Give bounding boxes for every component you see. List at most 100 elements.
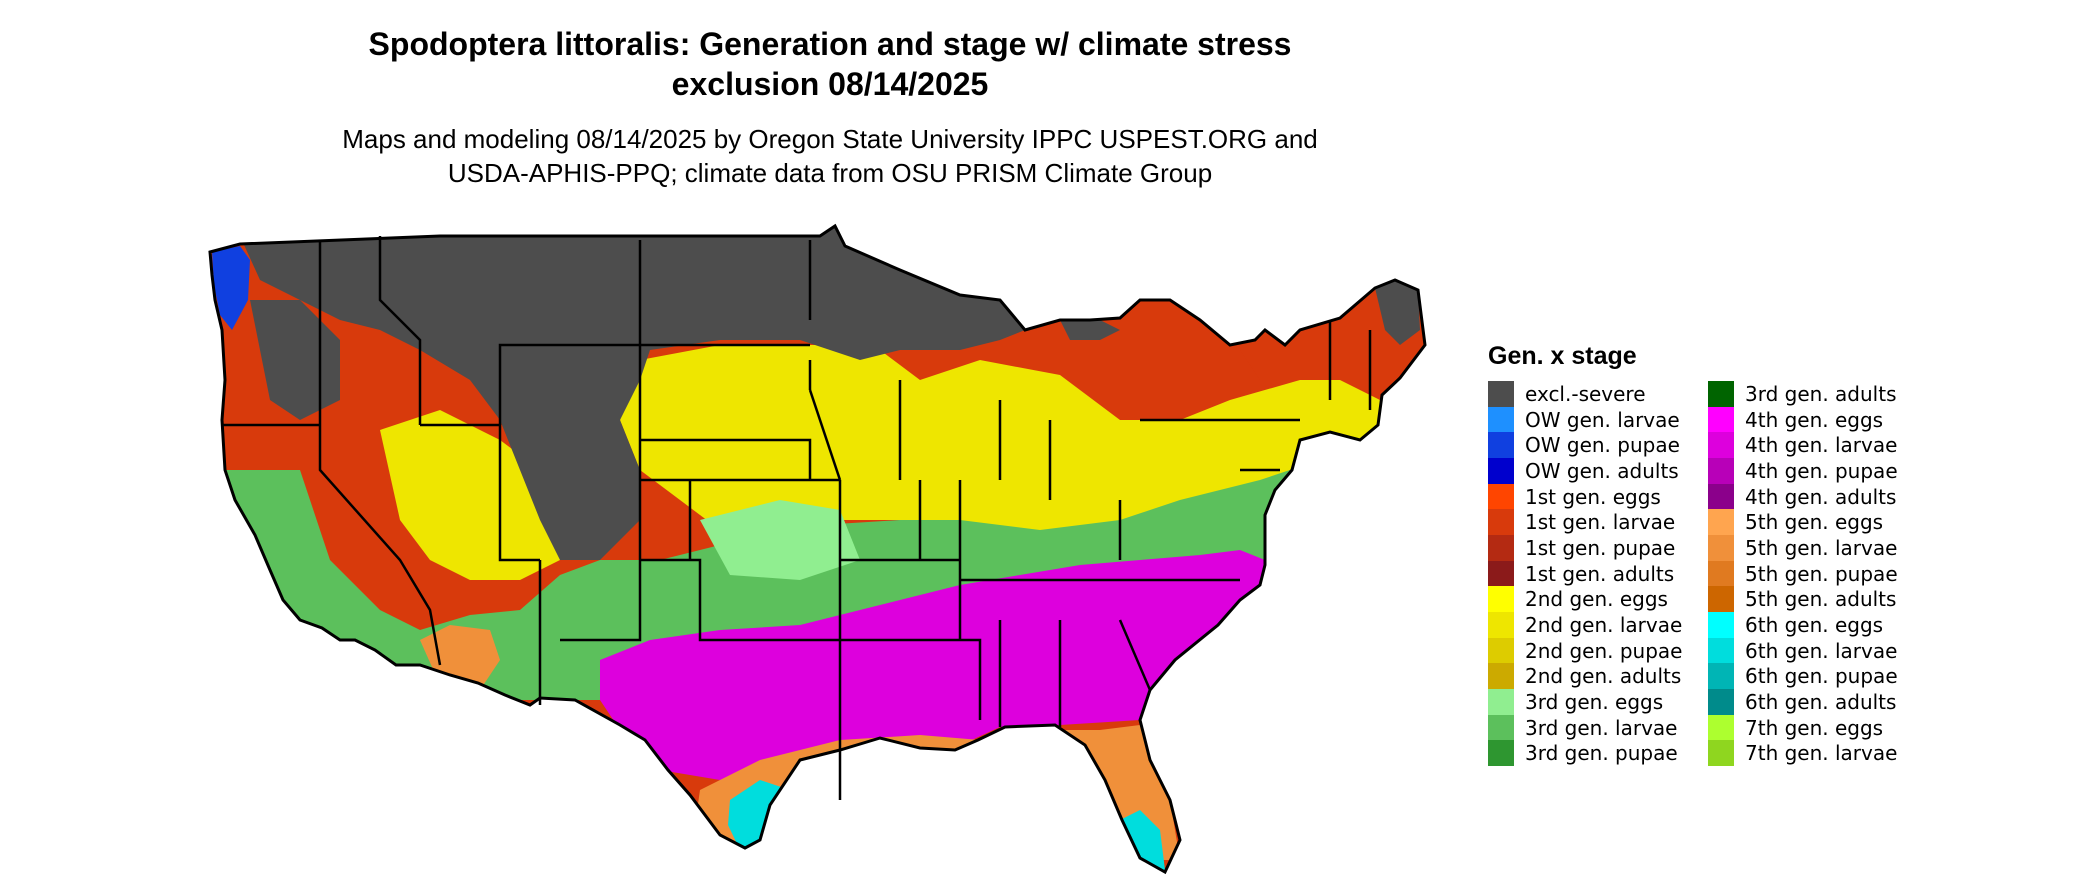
legend-label: 5th gen. pupae <box>1745 561 1898 586</box>
legend-swatch <box>1708 560 1734 587</box>
legend-label: 3rd gen. larvae <box>1525 715 1678 740</box>
legend-swatch <box>1708 406 1734 433</box>
legend-label: 3rd gen. pupae <box>1525 741 1678 766</box>
legend-item: 4th gen. larvae <box>1708 432 1928 459</box>
legend-swatch <box>1488 483 1514 510</box>
legend-item: OW gen. adults <box>1488 457 1708 484</box>
legend-label: 5th gen. eggs <box>1745 510 1884 535</box>
legend-label: 1st gen. pupae <box>1525 535 1676 560</box>
legend-entries: excl.-severe OW gen. larvae OW gen. pupae O… <box>1488 380 1928 767</box>
legend-item: 4th gen. eggs <box>1708 406 1928 433</box>
map-subtitle: Maps and modeling 08/14/2025 by Oregon S… <box>280 122 1380 190</box>
legend-swatch <box>1708 432 1734 459</box>
legend-swatch <box>1708 612 1734 639</box>
subtitle-line-1: Maps and modeling 08/14/2025 by Oregon S… <box>342 124 1318 154</box>
legend-item: 7th gen. larvae <box>1708 740 1928 767</box>
legend-item: 5th gen. pupae <box>1708 560 1928 587</box>
legend-item: 1st gen. adults <box>1488 560 1708 587</box>
legend-item: 6th gen. pupae <box>1708 663 1928 690</box>
legend-swatch <box>1488 714 1514 741</box>
legend-item: 3rd gen. eggs <box>1488 689 1708 716</box>
generation-zones <box>210 226 1425 872</box>
us-outline <box>208 223 1427 875</box>
legend-label: 1st gen. larvae <box>1525 510 1676 535</box>
legend-swatch <box>1488 740 1514 767</box>
us-phenology-map <box>208 223 1427 875</box>
legend-label: 2nd gen. larvae <box>1525 613 1683 638</box>
legend-item: 1st gen. pupae <box>1488 534 1708 561</box>
legend-swatch <box>1488 432 1514 459</box>
legend-label: OW gen. adults <box>1525 458 1679 483</box>
legend-item: 4th gen. adults <box>1708 483 1928 510</box>
legend-label: OW gen. pupae <box>1525 433 1680 458</box>
title-line-2: exclusion 08/14/2025 <box>671 66 989 102</box>
state-boundaries <box>222 236 1372 800</box>
legend-item: 3rd gen. pupae <box>1488 740 1708 767</box>
legend-label: 6th gen. adults <box>1745 690 1897 715</box>
legend-item: 3rd gen. adults <box>1708 380 1928 407</box>
legend-item: 4th gen. pupae <box>1708 457 1928 484</box>
legend-swatch <box>1708 380 1734 407</box>
legend-swatch <box>1488 406 1514 433</box>
legend-label: 6th gen. eggs <box>1745 613 1884 638</box>
legend-swatch <box>1488 612 1514 639</box>
legend-label: 2nd gen. adults <box>1525 664 1682 689</box>
legend-label: 4th gen. adults <box>1745 484 1897 509</box>
legend-item: OW gen. pupae <box>1488 432 1708 459</box>
map-legend: Gen. x stage excl.-severe OW gen. larvae O… <box>1488 342 1928 767</box>
legend-swatch <box>1488 637 1514 664</box>
legend-swatch <box>1488 380 1514 407</box>
legend-swatch <box>1488 586 1514 613</box>
legend-label: 6th gen. larvae <box>1745 638 1898 663</box>
legend-swatch <box>1708 483 1734 510</box>
legend-swatch <box>1708 637 1734 664</box>
legend-label: 3rd gen. eggs <box>1525 690 1664 715</box>
legend-swatch <box>1708 663 1734 690</box>
legend-label: 4th gen. pupae <box>1745 458 1898 483</box>
legend-label: excl.-severe <box>1525 381 1646 406</box>
legend-item: 3rd gen. larvae <box>1488 714 1708 741</box>
legend-label: 2nd gen. pupae <box>1525 638 1683 663</box>
legend-item: 1st gen. larvae <box>1488 509 1708 536</box>
title-line-1: Spodoptera littoralis: Generation and st… <box>368 26 1292 62</box>
legend-item: 2nd gen. larvae <box>1488 612 1708 639</box>
legend-label: 4th gen. larvae <box>1745 433 1898 458</box>
legend-item: 6th gen. larvae <box>1708 637 1928 664</box>
legend-item: excl.-severe <box>1488 380 1708 407</box>
legend-label: 5th gen. adults <box>1745 587 1897 612</box>
legend-swatch <box>1488 457 1514 484</box>
legend-item: 6th gen. eggs <box>1708 612 1928 639</box>
legend-label: 7th gen. larvae <box>1745 741 1898 766</box>
legend-item: OW gen. larvae <box>1488 406 1708 433</box>
legend-swatch <box>1708 740 1734 767</box>
legend-item: 1st gen. eggs <box>1488 483 1708 510</box>
legend-swatch <box>1488 509 1514 536</box>
legend-item: 2nd gen. pupae <box>1488 637 1708 664</box>
legend-swatch <box>1708 689 1734 716</box>
legend-swatch <box>1488 663 1514 690</box>
legend-label: OW gen. larvae <box>1525 407 1680 432</box>
map-title: Spodoptera littoralis: Generation and st… <box>300 24 1360 104</box>
legend-swatch <box>1488 689 1514 716</box>
legend-item: 5th gen. eggs <box>1708 509 1928 536</box>
legend-label: 2nd gen. eggs <box>1525 587 1668 612</box>
legend-item: 5th gen. adults <box>1708 586 1928 613</box>
legend-swatch <box>1488 534 1514 561</box>
legend-label: 4th gen. eggs <box>1745 407 1884 432</box>
subtitle-line-2: USDA-APHIS-PPQ; climate data from OSU PR… <box>447 158 1213 188</box>
legend-label: 6th gen. pupae <box>1745 664 1898 689</box>
legend-item: 7th gen. eggs <box>1708 714 1928 741</box>
legend-label: 5th gen. larvae <box>1745 535 1898 560</box>
legend-label: 1st gen. adults <box>1525 561 1675 586</box>
legend-swatch <box>1488 560 1514 587</box>
legend-swatch <box>1708 586 1734 613</box>
legend-swatch <box>1708 714 1734 741</box>
legend-swatch <box>1708 509 1734 536</box>
legend-item: 6th gen. adults <box>1708 689 1928 716</box>
legend-item: 2nd gen. eggs <box>1488 586 1708 613</box>
legend-label: 7th gen. eggs <box>1745 715 1884 740</box>
legend-title: Gen. x stage <box>1488 342 1637 370</box>
legend-label: 1st gen. eggs <box>1525 484 1661 509</box>
legend-swatch <box>1708 534 1734 561</box>
legend-label: 3rd gen. adults <box>1745 381 1897 406</box>
